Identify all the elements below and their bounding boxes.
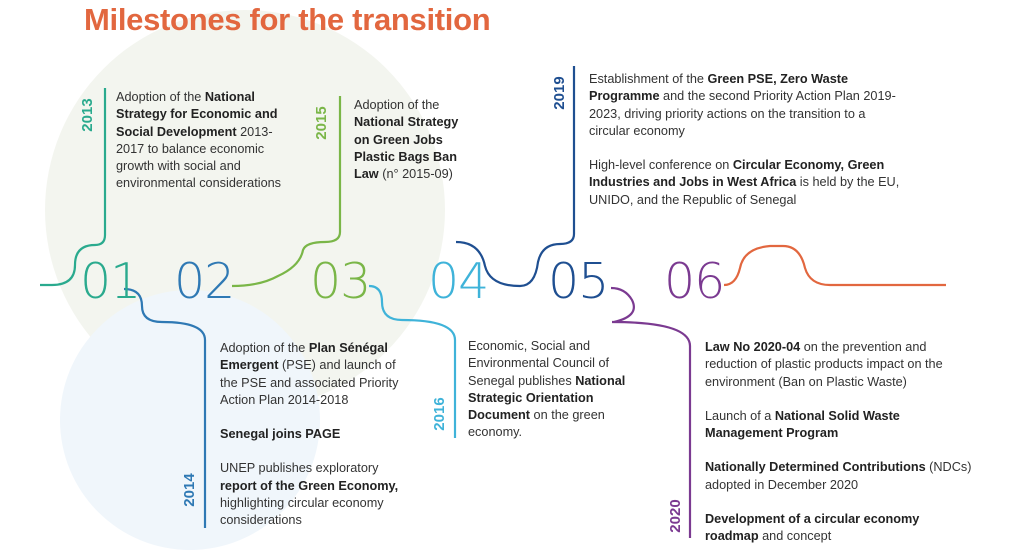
body-text: Establishment of the <box>589 72 708 86</box>
highlight-text: National Solid Waste Management Program <box>705 408 900 441</box>
highlight-text: report of the Green Economy, <box>220 478 399 493</box>
highlight-text: Green PSE, Zero Waste Programme <box>589 72 849 104</box>
connector-06 <box>610 286 692 538</box>
highlight-text: National Strategy on Green Jobs Plastic … <box>354 115 459 182</box>
body-text: (PSE) and launch of the PSE and associat… <box>220 358 399 407</box>
body-text: on the prevention and reduction of plast… <box>705 340 943 389</box>
milestone-year-2015: 2015 <box>313 106 330 140</box>
background-circle-small <box>60 290 320 550</box>
milestone-paragraph: Adoption of the National Strategy for Ec… <box>116 89 284 193</box>
milestone-number-06: 06 <box>664 253 725 310</box>
connector-04 <box>368 284 457 438</box>
body-text: and the second Priority Action Plan 2019… <box>589 89 896 138</box>
highlight-text: National Strategic Orientation Document <box>468 373 626 423</box>
connector-03 <box>231 96 342 288</box>
body-text: Economic, Social and Environmental Counc… <box>468 339 610 388</box>
highlight-text: National Strategy for Economic and Socia… <box>116 90 278 139</box>
milestone-description-06: Law No 2020-04 on the prevention and red… <box>705 339 975 546</box>
milestone-paragraph: UNEP publishes exploratory report of the… <box>220 460 410 529</box>
milestone-year-2014: 2014 <box>181 473 198 507</box>
milestone-description-03: Adoption of the National Strategy on Gre… <box>354 97 474 183</box>
milestone-year-2016: 2016 <box>431 397 448 431</box>
milestone-paragraph: Adoption of the National Strategy on Gre… <box>354 97 474 183</box>
body-text: and concept <box>758 529 832 544</box>
milestone-year-2020: 2020 <box>667 499 684 533</box>
body-text: 2013-2017 to balance economic growth wit… <box>116 124 282 191</box>
body-text: is held by the EU, UNIDO, and the Republ… <box>589 175 900 207</box>
connector-05 <box>455 66 576 288</box>
milestone-paragraph: High-level conference on Circular Econom… <box>589 157 901 209</box>
milestone-paragraph: Adoption of the Plan Sénégal Emergent (P… <box>220 340 410 409</box>
body-text: Adoption of the <box>116 90 205 104</box>
milestone-paragraph: Law No 2020-04 on the prevention and red… <box>705 339 975 391</box>
body-text: (n° 2015-09) <box>378 167 453 182</box>
connector-01 <box>40 88 107 287</box>
milestone-paragraph: Economic, Social and Environmental Counc… <box>468 338 643 442</box>
body-text: Adoption of the <box>220 341 309 355</box>
milestone-paragraph: Launch of a National Solid Waste Managem… <box>705 408 975 443</box>
milestone-number-01: 01 <box>80 253 141 310</box>
milestone-paragraph: Establishment of the Green PSE, Zero Was… <box>589 71 901 140</box>
connector-tail <box>723 244 946 287</box>
body-text: Launch of a <box>705 408 775 423</box>
milestone-description-05: Establishment of the Green PSE, Zero Was… <box>589 71 901 209</box>
highlight-text: Circular Economy, Green Industries and J… <box>589 158 885 190</box>
body-text: on the green economy. <box>468 408 605 440</box>
body-text: Adoption of the <box>354 98 440 112</box>
body-text: High-level conference on <box>589 158 733 173</box>
milestone-paragraph: Senegal joins PAGE <box>220 426 410 443</box>
body-text: (NDCs) adopted in December 2020 <box>705 460 972 492</box>
milestone-description-02: Adoption of the Plan Sénégal Emergent (P… <box>220 340 410 530</box>
body-text: highlighting circular economy considerat… <box>220 496 384 528</box>
milestone-paragraph: Nationally Determined Contributions (NDC… <box>705 459 975 494</box>
highlight-text: Plan Sénégal Emergent <box>220 341 388 373</box>
body-text: UNEP publishes exploratory <box>220 461 379 476</box>
milestone-paragraph: Development of a circular economy roadma… <box>705 511 975 546</box>
highlight-text: Law No 2020-04 <box>705 340 801 354</box>
highlight-text: Senegal joins PAGE <box>220 427 341 442</box>
milestone-number-03: 03 <box>310 253 371 310</box>
milestone-description-01: Adoption of the National Strategy for Ec… <box>116 89 284 193</box>
milestone-number-02: 02 <box>174 253 235 310</box>
milestone-year-2019: 2019 <box>551 76 568 110</box>
highlight-text: Nationally Determined Contributions <box>705 460 926 475</box>
connector-02 <box>123 287 207 528</box>
highlight-text: Development of a circular economy roadma… <box>705 512 920 544</box>
milestone-number-05: 05 <box>548 253 609 310</box>
milestone-number-04: 04 <box>428 253 489 310</box>
milestone-year-2013: 2013 <box>79 98 96 132</box>
milestone-description-04: Economic, Social and Environmental Counc… <box>468 338 643 442</box>
page-title: Milestones for the transition <box>84 2 491 37</box>
